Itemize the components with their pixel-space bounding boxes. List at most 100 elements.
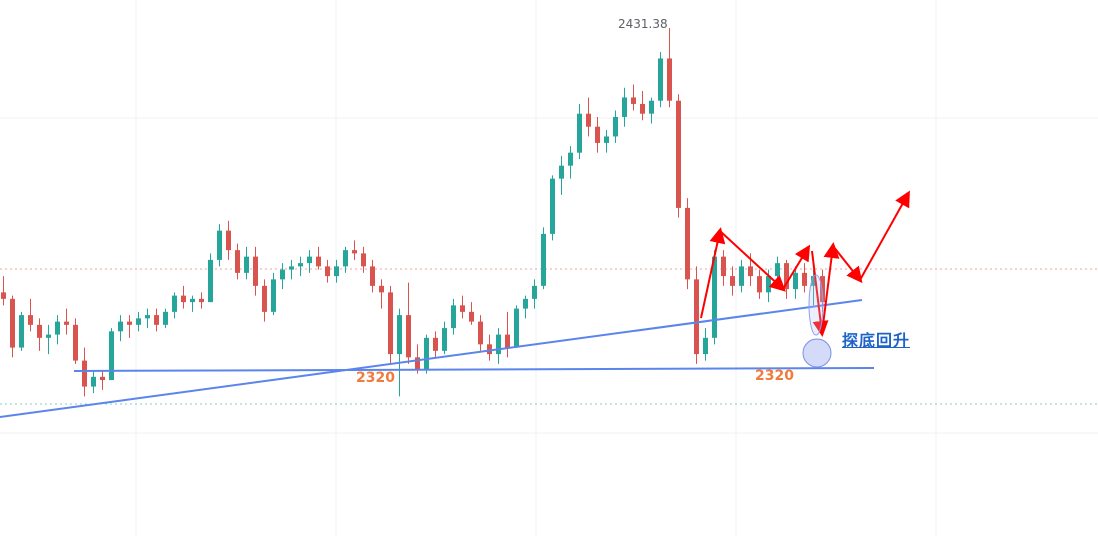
projection-arrow bbox=[859, 190, 910, 281]
projection-arrow bbox=[782, 244, 811, 290]
candle-body bbox=[91, 376, 96, 387]
candle bbox=[712, 250, 717, 345]
candle-body bbox=[775, 263, 780, 277]
candle bbox=[667, 28, 672, 108]
candle bbox=[145, 308, 150, 329]
candle bbox=[289, 259, 294, 280]
candle-body bbox=[352, 250, 357, 254]
candle-body bbox=[496, 334, 501, 355]
candle-body bbox=[640, 103, 645, 114]
candle bbox=[523, 295, 528, 319]
candle bbox=[235, 243, 240, 280]
candle-body bbox=[406, 315, 411, 358]
candle-body bbox=[145, 315, 150, 319]
candle-body bbox=[577, 113, 582, 153]
candle-body bbox=[568, 152, 573, 166]
support-price-label: 2320 bbox=[755, 368, 794, 384]
candle-body bbox=[100, 376, 105, 381]
candle bbox=[793, 266, 798, 299]
candle bbox=[586, 97, 591, 137]
candle bbox=[226, 220, 231, 260]
candle bbox=[631, 84, 636, 111]
candle bbox=[604, 129, 609, 153]
candle bbox=[703, 328, 708, 361]
candle bbox=[649, 97, 654, 124]
candle bbox=[244, 246, 249, 280]
candle bbox=[55, 315, 60, 345]
candle-body bbox=[541, 233, 546, 286]
candle bbox=[784, 259, 789, 299]
candle-body bbox=[415, 357, 420, 371]
candle bbox=[442, 321, 447, 355]
candle-body bbox=[262, 285, 267, 312]
candle bbox=[568, 146, 573, 179]
candle-body bbox=[739, 266, 744, 286]
candle bbox=[397, 308, 402, 397]
candle bbox=[118, 315, 123, 342]
candle bbox=[46, 324, 51, 355]
candle-body bbox=[109, 331, 114, 381]
candle-body bbox=[523, 298, 528, 309]
candle bbox=[172, 292, 177, 319]
candle bbox=[721, 250, 726, 286]
candle bbox=[190, 295, 195, 312]
projection-arrow bbox=[832, 245, 863, 284]
candle bbox=[217, 224, 222, 267]
candle bbox=[1, 276, 6, 306]
candle-body bbox=[334, 266, 339, 277]
candle bbox=[19, 311, 24, 351]
candle bbox=[379, 279, 384, 309]
candle bbox=[541, 227, 546, 290]
candle bbox=[163, 308, 168, 329]
candle-body bbox=[649, 100, 654, 114]
candle-body bbox=[703, 337, 708, 355]
candle-body bbox=[613, 116, 618, 137]
candle-body bbox=[298, 263, 303, 267]
candle-body bbox=[64, 321, 69, 325]
candle bbox=[676, 94, 681, 218]
candle bbox=[271, 272, 276, 316]
candle-body bbox=[226, 230, 231, 251]
candle-body bbox=[424, 337, 429, 371]
candle-body bbox=[28, 315, 33, 325]
candle-body bbox=[370, 266, 375, 286]
candle-body bbox=[487, 344, 492, 355]
candle-body bbox=[532, 285, 537, 299]
candle-body bbox=[712, 256, 717, 338]
candle bbox=[730, 266, 735, 296]
candle-body bbox=[802, 272, 807, 286]
support-price-label: 2320 bbox=[356, 370, 395, 386]
candle-body bbox=[253, 256, 258, 286]
candle-body bbox=[379, 285, 384, 293]
candle bbox=[622, 87, 627, 127]
candle-body bbox=[388, 292, 393, 355]
candle bbox=[739, 259, 744, 293]
candle-body bbox=[163, 311, 168, 325]
rising-trendline bbox=[0, 299, 863, 418]
candle bbox=[577, 103, 582, 160]
candle bbox=[109, 328, 114, 381]
candle-body bbox=[451, 305, 456, 329]
candle-body bbox=[658, 58, 663, 101]
candle bbox=[415, 344, 420, 374]
projection-arrow bbox=[811, 250, 829, 337]
candle-body bbox=[469, 311, 474, 322]
candle-body bbox=[631, 97, 636, 104]
candle-body bbox=[118, 321, 123, 332]
projection-arrow bbox=[719, 230, 786, 292]
candle bbox=[127, 315, 132, 338]
candle bbox=[487, 334, 492, 361]
projection-arrow bbox=[700, 227, 726, 319]
candle bbox=[361, 246, 366, 273]
candle-body bbox=[316, 256, 321, 267]
candle-body bbox=[235, 250, 240, 273]
candle bbox=[505, 311, 510, 358]
candle bbox=[370, 259, 375, 293]
candle-body bbox=[595, 126, 600, 143]
candle bbox=[199, 292, 204, 309]
candle bbox=[298, 256, 303, 277]
candle-body bbox=[505, 334, 510, 348]
candle-body bbox=[622, 97, 627, 117]
candle bbox=[640, 90, 645, 121]
